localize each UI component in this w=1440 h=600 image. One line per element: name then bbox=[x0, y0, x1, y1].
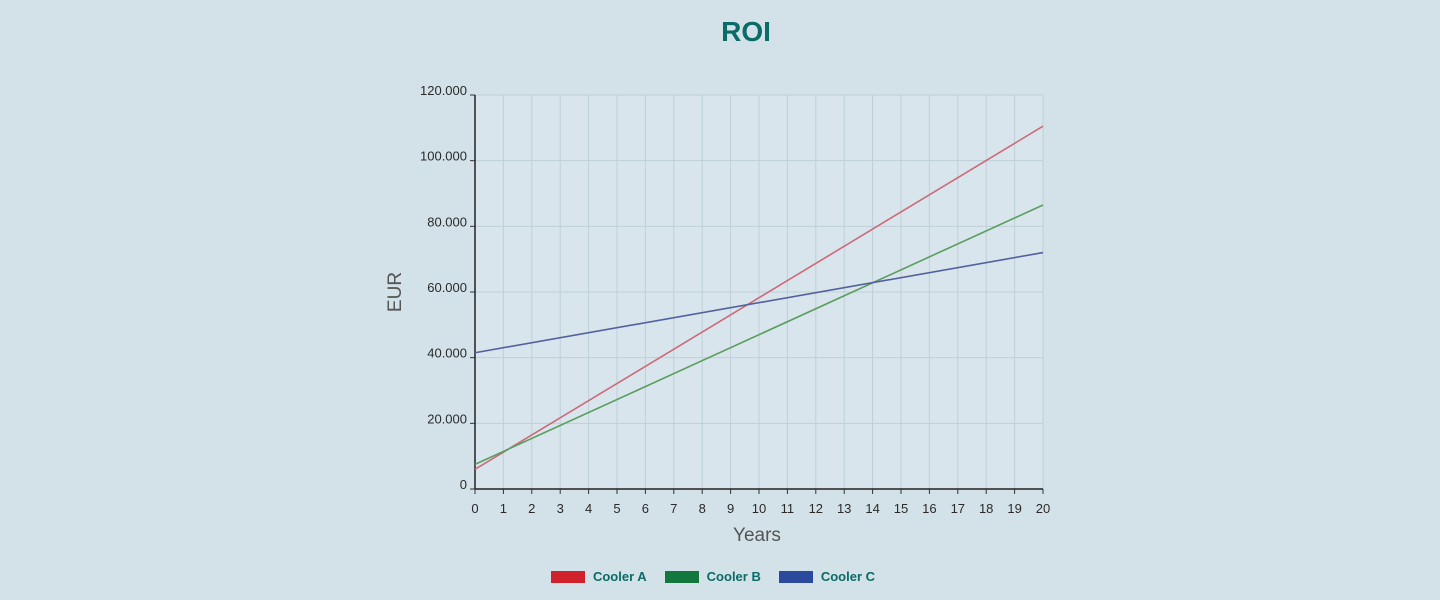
x-tick-label-15: 15 bbox=[894, 501, 908, 516]
x-tick-label-13: 13 bbox=[837, 501, 851, 516]
legend-label-cooler-b: Cooler B bbox=[706, 569, 761, 584]
x-tick-label-16: 16 bbox=[922, 501, 936, 516]
series-line-cooler-b bbox=[474, 204, 1044, 466]
x-tick-label-7: 7 bbox=[670, 501, 677, 516]
y-tick-label-100000: 100.000 bbox=[420, 149, 467, 164]
y-tick-label-80000: 80.000 bbox=[427, 214, 467, 229]
x-tick-label-10: 10 bbox=[752, 501, 766, 516]
legend-swatch-cooler-c bbox=[778, 570, 813, 583]
y-tick-label-0: 0 bbox=[460, 477, 467, 492]
legend: Cooler A Cooler B Cooler C bbox=[0, 569, 1426, 584]
x-tick-label-6: 6 bbox=[642, 501, 649, 516]
x-tick-label-2: 2 bbox=[528, 501, 535, 516]
y-axis-label: EUR bbox=[385, 272, 406, 312]
y-tick-label-40000: 40.000 bbox=[427, 346, 467, 361]
x-tick-label-3: 3 bbox=[557, 501, 564, 516]
y-tick-label-20000: 20.000 bbox=[427, 411, 467, 426]
series-lines bbox=[474, 125, 1044, 470]
tick-labels: 0 1 2 3 4 5 6 7 8 9 10 11 12 13 14 15 16 17 18 19 20020.0004… bbox=[420, 83, 1050, 516]
x-tick-label-19: 19 bbox=[1007, 501, 1021, 516]
legend-label-cooler-a: Cooler A bbox=[592, 569, 647, 584]
x-tick-label-4: 4 bbox=[585, 501, 592, 516]
x-tick-label-17: 17 bbox=[951, 501, 965, 516]
legend-item-cooler-a[interactable]: Cooler A bbox=[550, 569, 647, 584]
legend-label-cooler-c: Cooler C bbox=[820, 569, 876, 584]
x-tick-label-12: 12 bbox=[809, 501, 823, 516]
x-tick-label-20: 20 bbox=[1036, 501, 1050, 516]
series-line-cooler-c bbox=[474, 251, 1044, 354]
y-tick-label-120000: 120.000 bbox=[420, 83, 467, 98]
axes bbox=[470, 94, 1044, 494]
x-tick-label-8: 8 bbox=[699, 501, 706, 516]
x-axis-label: Years bbox=[733, 525, 781, 546]
legend-swatch-cooler-b bbox=[664, 570, 699, 583]
x-tick-label-14: 14 bbox=[865, 501, 879, 516]
x-tick-label-1: 1 bbox=[500, 501, 507, 516]
y-tick-label-60000: 60.000 bbox=[427, 280, 467, 295]
x-tick-label-18: 18 bbox=[979, 501, 993, 516]
legend-swatch-cooler-a bbox=[550, 570, 585, 583]
x-tick-label-5: 5 bbox=[613, 501, 620, 516]
legend-item-cooler-b[interactable]: Cooler B bbox=[664, 569, 761, 584]
chart-title: ROI bbox=[721, 16, 771, 47]
x-tick-label-0: 0 bbox=[471, 501, 478, 516]
x-tick-label-9: 9 bbox=[727, 501, 734, 516]
legend-item-cooler-c[interactable]: Cooler C bbox=[778, 569, 876, 584]
grid-lines bbox=[475, 94, 1044, 489]
x-tick-label-11: 11 bbox=[781, 501, 795, 516]
series-line-cooler-a bbox=[474, 125, 1044, 470]
